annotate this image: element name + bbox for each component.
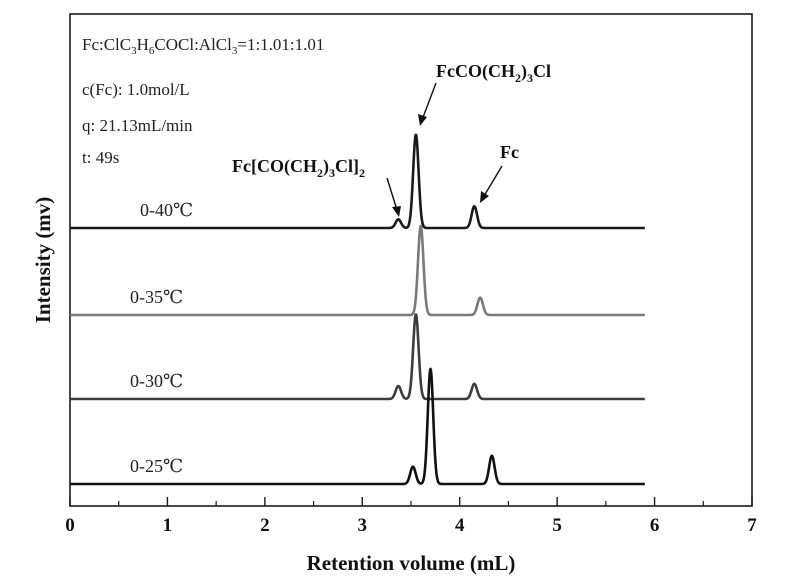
trace-0-25℃ [69,367,646,486]
condition-concentration: c(Fc): 1.0mol/L [82,80,190,99]
arrowhead-disubstituted [392,206,401,217]
trace-0-35℃ [69,224,646,317]
arrowhead-ferrocene [480,191,489,203]
condition-flow-rate: q: 21.13mL/min [82,116,193,135]
x-tick-label-0: 0 [65,515,75,536]
x-axis-ticks: 0 1 2 3 4 5 6 7 [65,497,757,536]
arrow-main-product [421,82,437,121]
peak-label-ferrocene: Fc [500,142,519,162]
traces: 0-40℃ 0-35℃ 0-30℃ 0-25℃ [69,133,646,486]
condition-ratio: Fc:ClC3H6COCl:AlCl3=1:1.01:1.01 [82,35,324,57]
x-tick-label-1: 1 [163,515,173,536]
trace-0-30℃ [69,313,646,401]
arrow-ferrocene [483,165,503,197]
arrowhead-main-product [418,114,427,126]
y-axis-label: Intensity (mv) [31,197,55,324]
x-tick-label-4: 4 [455,515,465,536]
peak-label-main-product: FcCO(CH2)3Cl [436,61,551,85]
trace-0-40℃ [69,133,646,230]
x-tick-label-3: 3 [358,515,368,536]
series-label-0-40℃: 0-40℃ [140,200,193,220]
x-tick-label-2: 2 [260,515,270,536]
series-label-0-25℃: 0-25℃ [130,456,183,476]
series-label-0-35℃: 0-35℃ [130,287,183,307]
x-axis-label: Retention volume (mL) [307,551,516,575]
x-tick-label-6: 6 [650,515,660,536]
arrow-disubstituted [386,177,398,211]
x-tick-label-5: 5 [552,515,562,536]
series-label-0-30℃: 0-30℃ [130,371,183,391]
x-tick-label-7: 7 [747,515,757,536]
condition-time: t: 49s [82,148,119,167]
peak-label-disubstituted: Fc[CO(CH2)3Cl]2 [232,156,365,180]
